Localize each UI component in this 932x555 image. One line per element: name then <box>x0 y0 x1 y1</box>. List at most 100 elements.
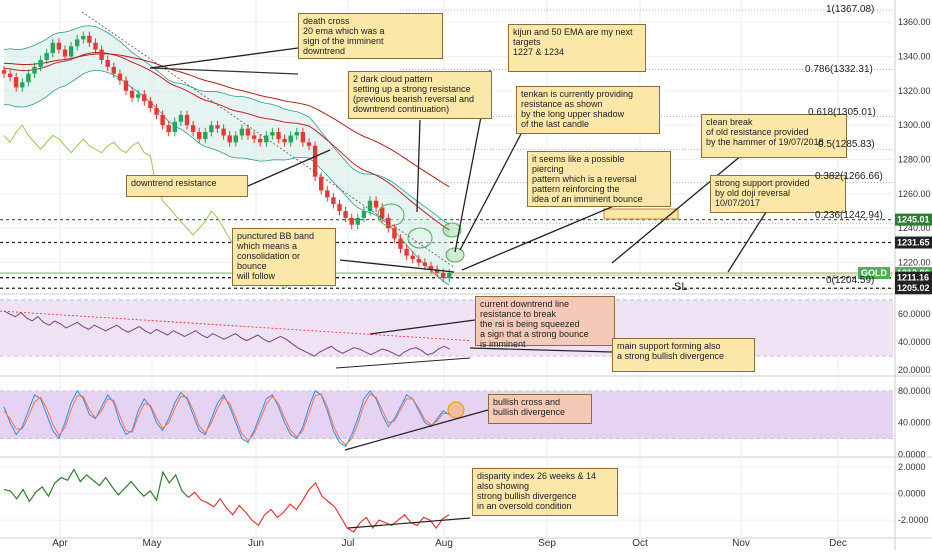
rsi-tick-label: 20.0000 <box>898 365 931 375</box>
candle-body <box>343 211 348 218</box>
candle-body <box>361 211 367 218</box>
candle-body <box>190 125 196 133</box>
candle-body <box>105 59 110 67</box>
candle-body <box>142 94 147 102</box>
candle-body <box>258 138 263 143</box>
candle-body <box>373 200 379 208</box>
x-tick-label: Jul <box>342 538 355 549</box>
note-dark-cloud[interactable]: 2 dark cloud pattern setting up a strong… <box>348 71 492 119</box>
candle-body <box>355 217 360 225</box>
candle-body <box>380 207 385 218</box>
stoch-divergence-line <box>344 409 489 451</box>
candle-body <box>233 135 238 143</box>
highlight-circle <box>407 227 433 249</box>
note-punctured-bb[interactable]: punctured BB band which means a consolid… <box>232 228 336 286</box>
stoch-tick-label: 40.0000 <box>898 418 931 428</box>
disparity-tick-label: -2.0000 <box>898 515 929 525</box>
candle-body <box>300 132 306 143</box>
note-main-support[interactable]: main support forming also a strong bulli… <box>612 338 755 372</box>
callout-pointer <box>247 149 331 187</box>
sl-label: SL <box>674 281 688 293</box>
candle-body <box>349 217 354 225</box>
x-tick-label: Sep <box>538 538 556 549</box>
note-clean-break[interactable]: clean break of old resistance provided b… <box>701 114 847 158</box>
disparity-tick-label: 2.0000 <box>898 462 926 472</box>
candle-body <box>319 176 324 191</box>
disparity-line-red <box>187 481 450 533</box>
stoch-d-line <box>3 393 450 446</box>
price-tag-bg <box>895 282 932 295</box>
highlight-circle <box>445 247 465 263</box>
disparity-tick-label: 0.0000 <box>898 489 926 499</box>
candle-body <box>398 238 403 249</box>
doji-zone-box <box>603 208 679 220</box>
candle-body <box>264 135 269 143</box>
candle-body <box>44 53 49 60</box>
candle-body <box>20 82 25 88</box>
candle-body <box>404 248 409 256</box>
candle-body <box>178 114 184 122</box>
candle-body <box>184 114 190 126</box>
candle-body <box>392 228 397 239</box>
candle-body <box>367 200 373 212</box>
x-tick-label: Nov <box>732 538 750 549</box>
disparity-line-green <box>3 468 189 503</box>
highlight-circle <box>442 222 462 238</box>
candle-body <box>447 273 452 278</box>
candle-body <box>331 197 336 205</box>
price-tick-label: 1220.00 <box>898 258 931 268</box>
note-strong-support[interactable]: strong support provided by old doji reve… <box>710 175 846 213</box>
price-tick-label: 1260.00 <box>898 189 931 199</box>
candle-body <box>441 272 446 278</box>
note-kijun-targets[interactable]: kijun and 50 EMA are my next targets 122… <box>508 24 646 72</box>
price-tick-label: 1240.00 <box>898 223 931 233</box>
ema-50-line <box>3 53 450 188</box>
candle-body <box>148 101 153 109</box>
candle-body <box>123 80 129 91</box>
note-piercing-pattern[interactable]: it seems like a possible piercing patter… <box>527 151 671 207</box>
candle-body <box>154 108 159 115</box>
candle-body <box>239 128 245 136</box>
candle-body <box>251 135 257 139</box>
note-downtrend-resistance[interactable]: downtrend resistance <box>126 175 248 197</box>
highlight-circle <box>377 203 405 227</box>
callout-pointer <box>469 347 613 353</box>
candle-body <box>1 70 7 74</box>
candle-body <box>99 49 104 60</box>
candle-body <box>245 128 251 136</box>
note-tenkan-resistance[interactable]: tenkan is currently providing resistance… <box>516 86 660 134</box>
candle-body <box>160 114 165 126</box>
candle-body <box>38 59 43 67</box>
candle-body <box>294 132 299 136</box>
candle-body <box>7 73 13 78</box>
candle-body <box>197 132 202 139</box>
candle-body <box>416 259 421 263</box>
callout-pointer <box>461 194 641 271</box>
price-tag-label: 1231.65 <box>897 238 930 248</box>
price-tag-bg <box>895 271 932 284</box>
x-tick-label: Jun <box>248 538 264 549</box>
price-tag-bg <box>895 213 932 226</box>
candle-body <box>215 125 220 129</box>
fib-label-1: 1(1367.08) <box>826 4 875 15</box>
symbol-tag-label: GOLD <box>861 268 887 278</box>
callout-pointer <box>149 47 299 69</box>
note-rsi-squeeze[interactable]: current downtrend line resistance to bre… <box>475 296 615 349</box>
bollinger-lower <box>3 69 450 286</box>
candle-body <box>166 125 171 133</box>
note-death-cross[interactable]: death cross 20 ema which was a sign of t… <box>298 13 443 59</box>
fib-label-0382: 0.382(1266.66) <box>815 171 883 182</box>
note-bullish-cross[interactable]: bullish cross and bullish divergence <box>488 394 592 424</box>
candle-body <box>111 66 116 74</box>
candle-body <box>325 190 330 198</box>
fib-label-0236: 0.236(1242.94) <box>815 210 883 221</box>
disparity-divergence-line <box>347 517 471 529</box>
candle-body <box>62 49 68 57</box>
candle-body <box>288 135 293 143</box>
note-disparity[interactable]: disparity index 26 weeks & 14 also showi… <box>472 468 618 516</box>
candle-body <box>129 90 135 98</box>
candle-body <box>276 132 281 139</box>
candle-body <box>282 138 287 143</box>
candle-body <box>337 204 342 212</box>
death-cross-pointer-base <box>149 67 299 75</box>
